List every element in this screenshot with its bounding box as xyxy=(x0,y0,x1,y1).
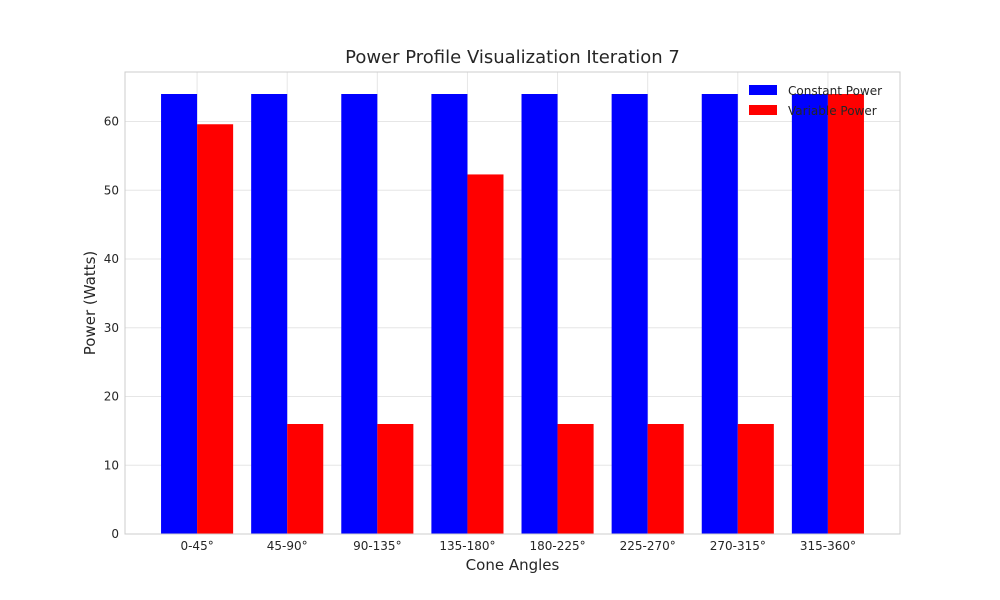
x-tick-label: 180-225° xyxy=(529,539,585,553)
bar-variable-power xyxy=(377,424,414,534)
x-axis-label: Cone Angles xyxy=(466,556,560,574)
bar-constant-power xyxy=(791,94,828,534)
chart-title: Power Profile Visualization Iteration 7 xyxy=(345,47,680,68)
bars xyxy=(161,94,864,534)
legend-swatch xyxy=(749,105,777,115)
bar-constant-power xyxy=(521,94,558,534)
legend: Constant Power Variable Power xyxy=(749,84,882,118)
bar-variable-power xyxy=(287,424,324,534)
legend-label: Variable Power xyxy=(788,104,877,118)
bar-variable-power xyxy=(557,424,594,534)
y-tick-label: 0 xyxy=(111,527,119,541)
plot-frame xyxy=(124,71,901,535)
bar-constant-power xyxy=(611,94,648,534)
bar-variable-power xyxy=(737,424,774,534)
bar-variable-power xyxy=(647,424,684,534)
bar-constant-power xyxy=(341,94,378,534)
y-axis-ticks: 0 10 20 30 40 50 60 xyxy=(104,115,119,542)
x-tick-label: 315-360° xyxy=(800,539,856,553)
x-tick-label: 270-315° xyxy=(710,539,766,553)
y-tick-label: 20 xyxy=(104,390,119,404)
bar-constant-power xyxy=(251,94,288,534)
bar-variable-power xyxy=(197,124,234,534)
grid-lines xyxy=(125,72,900,535)
y-tick-label: 10 xyxy=(104,458,119,472)
y-tick-label: 30 xyxy=(104,321,119,335)
bar-constant-power xyxy=(431,94,468,534)
bar-constant-power xyxy=(161,94,198,534)
x-tick-label: 135-180° xyxy=(439,539,495,553)
x-tick-label: 225-270° xyxy=(620,539,676,553)
x-tick-label: 90-135° xyxy=(353,539,402,553)
x-tick-label: 45-90° xyxy=(267,539,308,553)
y-axis-label: Power (Watts) xyxy=(81,251,99,355)
legend-swatch xyxy=(749,85,777,95)
bar-constant-power xyxy=(701,94,738,534)
bar-variable-power xyxy=(467,174,504,534)
y-tick-label: 50 xyxy=(104,183,119,197)
x-tick-label: 0-45° xyxy=(180,539,213,553)
y-tick-label: 60 xyxy=(104,115,119,129)
x-axis-ticks: 0-45° 45-90° 90-135° 135-180° 180-225° 225-27… xyxy=(180,539,856,553)
bar-variable-power xyxy=(827,94,864,534)
y-tick-label: 40 xyxy=(104,252,119,266)
legend-label: Constant Power xyxy=(788,84,882,98)
